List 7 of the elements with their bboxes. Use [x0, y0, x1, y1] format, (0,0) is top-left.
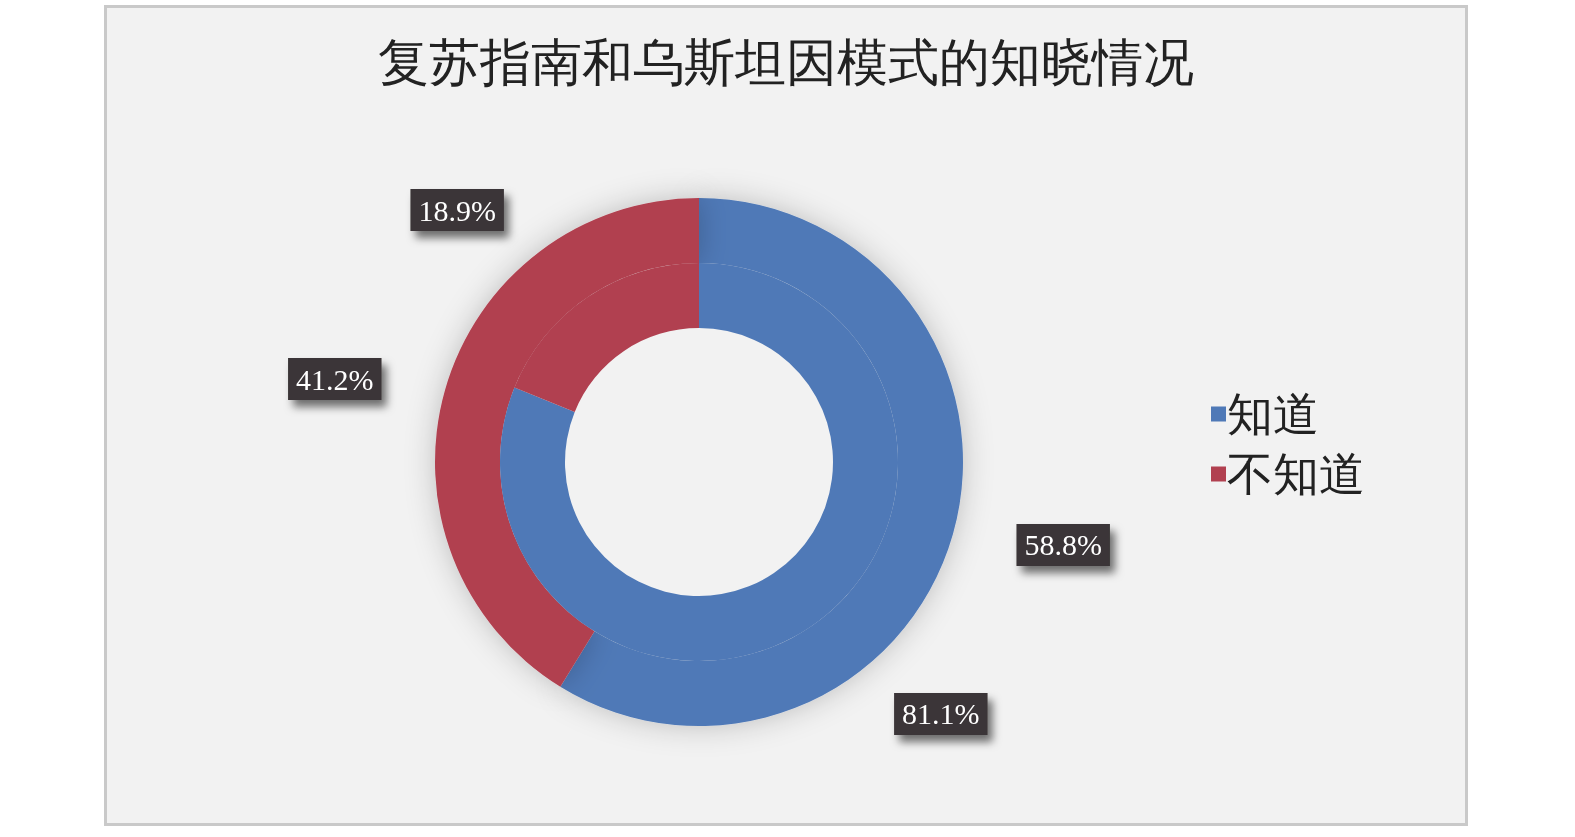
data-label: 18.9%	[418, 193, 496, 227]
data-label: 41.2%	[296, 362, 374, 396]
data-label: 58.8%	[1024, 528, 1102, 562]
data-label: 81.1%	[902, 697, 980, 731]
legend-label: 知道	[1227, 388, 1319, 440]
legend-label: 不知道	[1227, 448, 1365, 500]
chart-title: 复苏指南和乌斯坦因模式的知晓情况	[378, 34, 1194, 91]
